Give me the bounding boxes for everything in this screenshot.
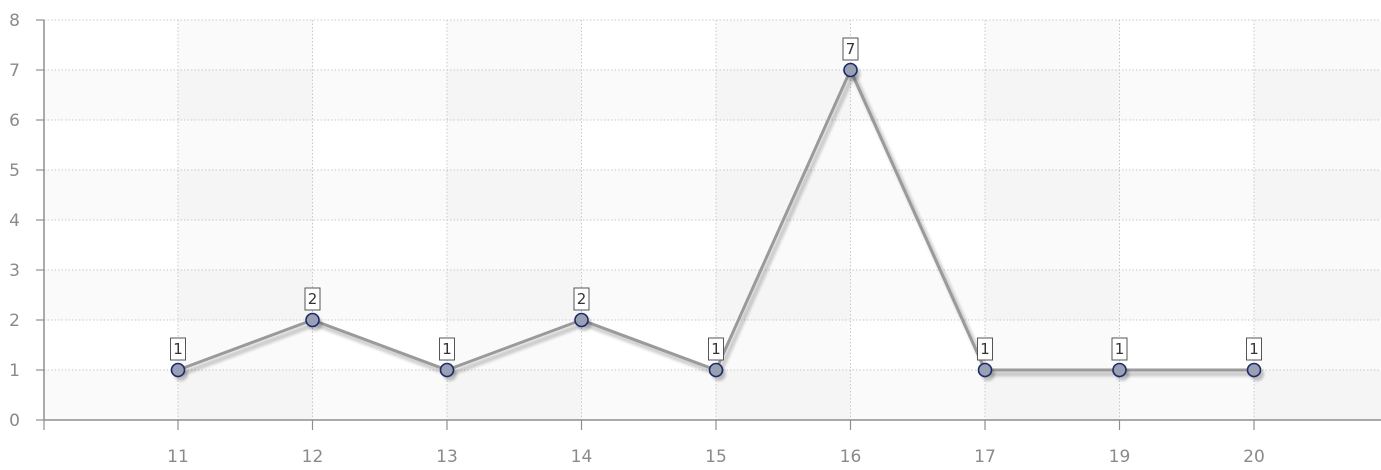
data-label: 1 — [173, 340, 183, 358]
y-axis-tick-labels: 0 1 2 3 4 5 6 7 8 — [9, 11, 20, 431]
y-tick-label: 5 — [9, 161, 20, 181]
y-tick-label: 7 — [9, 61, 20, 81]
data-label: 2 — [577, 290, 587, 308]
h-band — [44, 20, 1381, 70]
h-band — [44, 120, 1381, 170]
data-point — [708, 362, 724, 378]
data-point — [843, 62, 858, 78]
data-label-box — [573, 287, 590, 311]
x-tick-label: 11 — [167, 447, 189, 466]
data-label: 1 — [442, 340, 452, 358]
data-point — [170, 362, 186, 378]
data-point — [574, 312, 589, 328]
y-tick-label: 1 — [9, 361, 20, 381]
data-label: 1 — [1249, 340, 1259, 358]
data-labels: 1 2 1 2 1 7 1 1 1 — [170, 37, 1262, 361]
y-tick-label: 0 — [9, 411, 20, 431]
data-label: 2 — [308, 290, 318, 308]
data-label-box — [304, 287, 321, 311]
data-points — [170, 62, 1264, 381]
data-point — [977, 362, 993, 378]
y-tick-label: 2 — [9, 311, 20, 331]
y-tick-label: 4 — [9, 211, 20, 231]
x-axis-tick-labels: 11 12 13 14 15 16 17 19 20 — [167, 447, 1265, 467]
data-label-box — [977, 337, 993, 361]
x-tick-label: 16 — [840, 447, 862, 466]
data-label-box — [842, 37, 859, 61]
x-tick-label: 19 — [1109, 447, 1131, 466]
data-label: 1 — [711, 340, 721, 358]
x-tick-label: 13 — [436, 447, 458, 466]
data-label-box — [170, 337, 186, 361]
axes — [36, 19, 1381, 430]
data-label-box — [439, 337, 455, 361]
y-tick-label: 8 — [9, 11, 20, 31]
x-tick-label: 20 — [1243, 447, 1265, 466]
data-point — [1246, 362, 1262, 378]
x-tick-label: 14 — [571, 447, 593, 466]
data-point — [1112, 362, 1127, 378]
h-band — [44, 70, 1381, 120]
plot-background-bands — [44, 20, 1381, 420]
x-tick-label: 17 — [974, 447, 996, 466]
x-tick-label: 12 — [302, 447, 324, 466]
h-band — [44, 220, 1381, 270]
data-point — [439, 362, 455, 378]
data-label-box — [708, 337, 724, 361]
h-band — [44, 370, 1381, 420]
y-tick-label: 6 — [9, 111, 20, 131]
data-label: 1 — [1115, 340, 1125, 358]
data-label: 1 — [980, 340, 990, 358]
x-tick-label: 15 — [705, 447, 727, 466]
h-band — [44, 270, 1381, 320]
data-label: 7 — [846, 40, 856, 58]
y-tick-label: 3 — [9, 261, 20, 281]
data-label-box — [1246, 337, 1262, 361]
data-point — [305, 312, 320, 328]
h-band — [44, 170, 1381, 220]
data-label-box — [1111, 337, 1128, 361]
